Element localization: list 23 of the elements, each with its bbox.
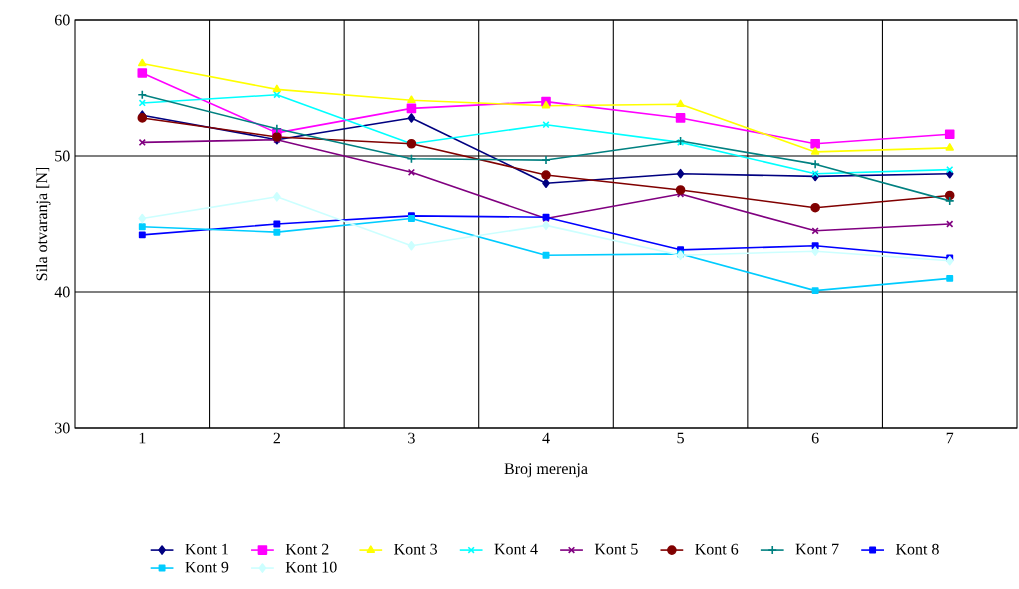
x-tick-label: 7 — [946, 432, 954, 444]
y-axis-title: Sila otvaranja [N] — [35, 167, 51, 281]
y-tick-label: 30 — [55, 422, 70, 434]
x-tick-label: 6 — [811, 432, 819, 444]
y-tick-label: 60 — [54, 14, 70, 26]
legend-label: Kont 5 — [594, 543, 638, 555]
legend-label: Kont 6 — [695, 543, 739, 555]
legend-label: Kont 3 — [394, 543, 438, 555]
legend-label: Kont 8 — [895, 543, 939, 555]
legend-label: Kont 10 — [285, 561, 337, 573]
x-tick-label: 1 — [139, 432, 146, 444]
legend-label: Kont 9 — [185, 561, 229, 573]
legend-label: Kont 2 — [285, 543, 329, 555]
y-tick-label: 50 — [55, 150, 70, 162]
x-tick-label: 2 — [273, 432, 280, 444]
x-tick-label: 3 — [408, 432, 415, 444]
legend-label: Kont 7 — [795, 543, 839, 555]
x-tick-label: 5 — [677, 432, 684, 444]
x-axis-title: Broj merenja — [504, 463, 588, 478]
legend-label: Kont 4 — [494, 543, 538, 555]
x-tick-label: 4 — [542, 432, 550, 444]
legend-label: Kont 1 — [185, 543, 228, 555]
y-tick-label: 40 — [54, 286, 70, 298]
